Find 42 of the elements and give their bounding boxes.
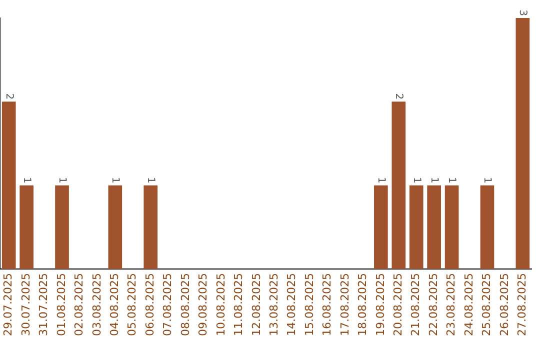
data-label: 1 — [20, 176, 32, 184]
x-tick-label: 12.08.2025 — [250, 273, 263, 336]
data-label: 2 — [3, 93, 14, 100]
x-tick-label: 01.08.2025 — [54, 273, 68, 336]
data-label: 1 — [375, 176, 386, 184]
x-tick-label: 03.08.2025 — [90, 273, 104, 336]
data-label: 1 — [428, 176, 440, 184]
data-label: 1 — [446, 176, 458, 184]
x-tick-label: 19.08.2025 — [374, 273, 387, 336]
x-tick-label: 05.08.2025 — [126, 273, 139, 336]
x-tick-label: 30.07.2025 — [19, 273, 32, 336]
x-tick-label: 02.08.2025 — [72, 273, 86, 336]
x-tick-label: 27.08.2025 — [516, 273, 529, 336]
x-tick-label: 23.08.2025 — [444, 273, 458, 336]
data-label: 2 — [393, 93, 404, 100]
data-label: 1 — [110, 176, 121, 184]
x-tick-label: 31.07.2025 — [37, 273, 50, 336]
x-tick-label: 18.08.2025 — [356, 273, 370, 336]
x-tick-label: 13.08.2025 — [267, 273, 280, 336]
data-label: 3 — [517, 10, 528, 16]
x-tick-label: 17.08.2025 — [338, 273, 352, 336]
data-label: 1 — [482, 176, 493, 184]
x-tick-label: 07.08.2025 — [161, 273, 174, 336]
x-tick-label: 11.08.2025 — [232, 273, 246, 336]
data-label: 1 — [410, 176, 422, 184]
x-tick-label: 16.08.2025 — [320, 273, 334, 336]
x-tick-label: 20.08.2025 — [392, 273, 405, 336]
x-tick-label: 26.08.2025 — [498, 273, 511, 336]
data-label: 1 — [56, 176, 68, 184]
x-tick-label: 21.08.2025 — [409, 273, 422, 336]
x-tick-label: 08.08.2025 — [178, 273, 192, 336]
x-tick-label: 29.07.2025 — [2, 273, 15, 336]
data-label: 1 — [145, 176, 156, 184]
x-tick-label: 14.08.2025 — [285, 273, 298, 336]
x-tick-label: 09.08.2025 — [196, 273, 210, 336]
x-tick-label: 10.08.2025 — [214, 273, 228, 336]
x-tick-label: 06.08.2025 — [143, 273, 156, 336]
x-tick-label: 22.08.2025 — [426, 273, 440, 336]
x-tick-label: 04.08.2025 — [108, 273, 122, 336]
x-tick-label: 24.08.2025 — [462, 273, 476, 336]
x-tick-label: 15.08.2025 — [302, 273, 316, 336]
x-tick-label: 25.08.2025 — [480, 273, 494, 336]
